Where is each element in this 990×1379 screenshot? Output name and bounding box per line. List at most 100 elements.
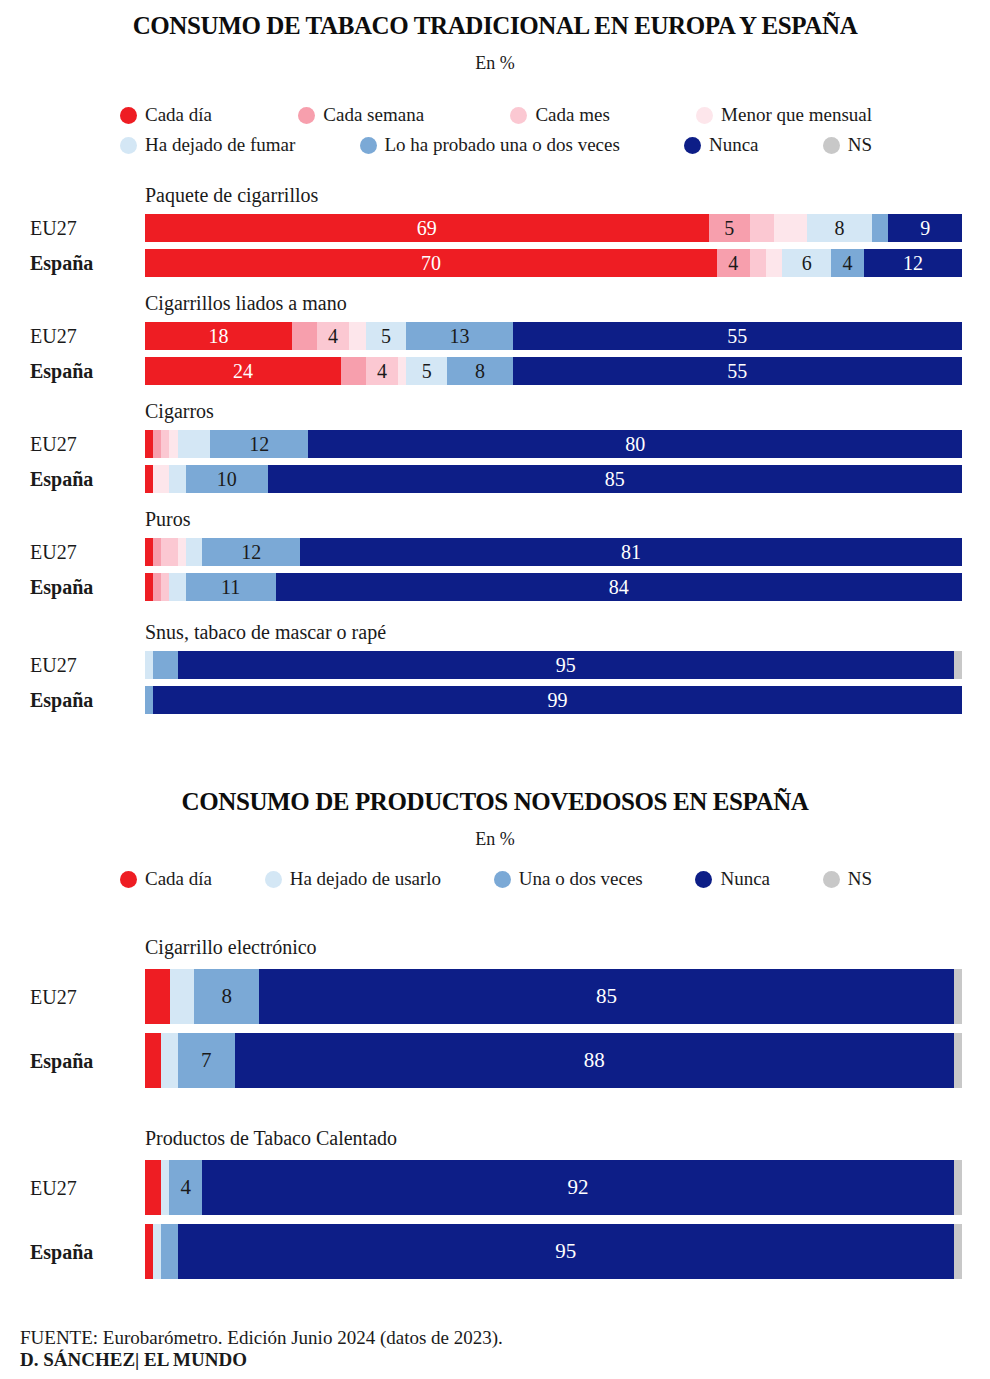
row-label: EU27: [30, 541, 77, 564]
chart-title-traditional: CONSUMO DE TABACO TRADICIONAL EN EUROPA …: [0, 0, 990, 40]
legend-item-nunca: Nunca: [684, 134, 759, 156]
legend-swatch-icon: [696, 107, 713, 124]
legend-item-probado: Una o dos veces: [494, 868, 643, 890]
bar-row-EU27: EU2769589: [0, 214, 990, 242]
stacked-bar: 95: [145, 1224, 962, 1279]
bar-segment-menor: [349, 322, 365, 350]
bar-row-EU27: EU27 1281: [0, 538, 990, 566]
bar-segment-dejado: [169, 465, 185, 493]
legend-row: Ha dejado de fumarLo ha probado una o do…: [120, 134, 872, 156]
bar-row-España: España 788: [0, 1033, 990, 1088]
bar-segment-nunca: 85: [259, 969, 953, 1024]
product-group: Paquete de cigarrillos EU2769589 España704…: [0, 185, 990, 277]
legend-swatch-icon: [823, 137, 840, 154]
legend-label: Menor que mensual: [721, 104, 872, 126]
legend-item-nunca: Nunca: [695, 868, 770, 890]
bar-row-España: España1184: [0, 573, 990, 601]
bar-segment-menor: [398, 357, 406, 385]
bar-row-EU27: EU271280: [0, 430, 990, 458]
bar-segment-dia: [145, 969, 170, 1024]
bar-segment-nunca: 95: [178, 651, 954, 679]
bar-segment-mes: [161, 538, 177, 566]
chart-section-traditional: CONSUMO DE TABACO TRADICIONAL EN EUROPA …: [0, 0, 990, 714]
legend-swatch-icon: [120, 137, 137, 154]
stacked-bar: 492: [145, 1160, 962, 1215]
bar-segment-dia: [145, 465, 153, 493]
stacked-bar: 1280: [145, 430, 962, 458]
chart-subtitle: En %: [0, 829, 990, 850]
bar-segment-mes: [750, 214, 775, 242]
product-group: Productos de Tabaco CalentadoEU27492Espa…: [0, 1127, 990, 1279]
bar-row-España: España99: [0, 686, 990, 714]
bar-segment-nunca: 12: [864, 249, 962, 277]
credit-line: D. SÁNCHEZ| EL MUNDO: [20, 1349, 990, 1371]
legend-novel: Cada díaHa dejado de usarloUna o dos vec…: [120, 868, 872, 890]
bar-segment-probado: 8: [194, 969, 259, 1024]
legend-row: Cada díaHa dejado de usarloUna o dos vec…: [120, 868, 872, 890]
stacked-bar: 69589: [145, 214, 962, 242]
bar-segment-nunca: 81: [300, 538, 962, 566]
legend-traditional: Cada díaCada semanaCada mesMenor que men…: [120, 104, 872, 156]
stacked-bar: 788: [145, 1033, 962, 1088]
bar-row-España: España7046412: [0, 249, 990, 277]
bar-segment-mes: 4: [366, 357, 399, 385]
product-label: Cigarros: [145, 401, 990, 422]
bar-segment-dejado: [178, 430, 211, 458]
bar-segment-probado: 4: [169, 1160, 202, 1215]
product-label: Snus, tabaco de mascar o rapé: [145, 622, 990, 643]
bar-segment-menor: [766, 249, 782, 277]
product-label: Cigarrillos liados a mano: [145, 293, 990, 314]
bar-segment-dejado: [186, 538, 202, 566]
bar-segment-probado: [145, 686, 153, 714]
bar-segment-dejado: [161, 1160, 169, 1215]
bar-segment-dejado: 5: [406, 357, 447, 385]
legend-swatch-icon: [265, 871, 282, 888]
bar-segment-dejado: [153, 1224, 161, 1279]
product-label: Productos de Tabaco Calentado: [145, 1127, 990, 1149]
bar-segment-dia: 24: [145, 357, 341, 385]
legend-label: Cada semana: [323, 104, 424, 126]
legend-label: NS: [848, 868, 872, 890]
legend-swatch-icon: [298, 107, 315, 124]
row-label: EU27: [30, 1176, 77, 1199]
row-label: EU27: [30, 985, 77, 1008]
bar-segment-dia: [145, 1160, 161, 1215]
bar-segment-dia: [145, 573, 153, 601]
bar-row-EU27: EU2795: [0, 651, 990, 679]
row-label: España: [30, 1049, 93, 1072]
legend-item-ns: NS: [823, 134, 872, 156]
bar-groups-traditional: Paquete de cigarrillosEU2769589España704…: [0, 185, 990, 714]
bar-segment-probado: 7: [178, 1033, 235, 1088]
row-label: España: [30, 576, 93, 599]
legend-label: Ha dejado de usarlo: [290, 868, 441, 890]
product-group: Cigarrillo electrónico EU27 885 España 788: [0, 936, 990, 1088]
bar-segment-menor: [169, 430, 177, 458]
stacked-bar: 2445855: [145, 357, 962, 385]
bar-segment-dejado: 8: [807, 214, 872, 242]
bar-segment-mes: 4: [317, 322, 350, 350]
product-label: Paquete de cigarrillos: [145, 185, 990, 206]
bar-row-España: España1085: [0, 465, 990, 493]
bar-segment-dejado: 5: [366, 322, 407, 350]
bar-segment-mes: [161, 430, 169, 458]
legend-item-dejado: Ha dejado de usarlo: [265, 868, 441, 890]
bar-segment-ns: [954, 1033, 962, 1088]
row-label: España: [30, 252, 93, 275]
stacked-bar: 885: [145, 969, 962, 1024]
legend-swatch-icon: [823, 871, 840, 888]
bar-segment-probado: 8: [447, 357, 512, 385]
bar-segment-probado: 11: [186, 573, 276, 601]
product-label: Cigarrillo electrónico: [145, 936, 990, 958]
bar-segment-probado: [161, 1224, 177, 1279]
bar-segment-dia: 69: [145, 214, 709, 242]
row-label: España: [30, 468, 93, 491]
legend-item-menor: Menor que mensual: [696, 104, 872, 126]
bar-segment-dejado: [161, 1033, 177, 1088]
bar-segment-nunca: 88: [235, 1033, 954, 1088]
product-group: Snus, tabaco de mascar o rapé EU2795 Españ…: [0, 622, 990, 714]
bar-segment-mes: [161, 573, 169, 601]
bar-segment-semana: [153, 430, 161, 458]
bar-segment-dia: [145, 1033, 161, 1088]
bar-row-EU27: EU27 492: [0, 1160, 990, 1215]
stacked-bar: 1281: [145, 538, 962, 566]
